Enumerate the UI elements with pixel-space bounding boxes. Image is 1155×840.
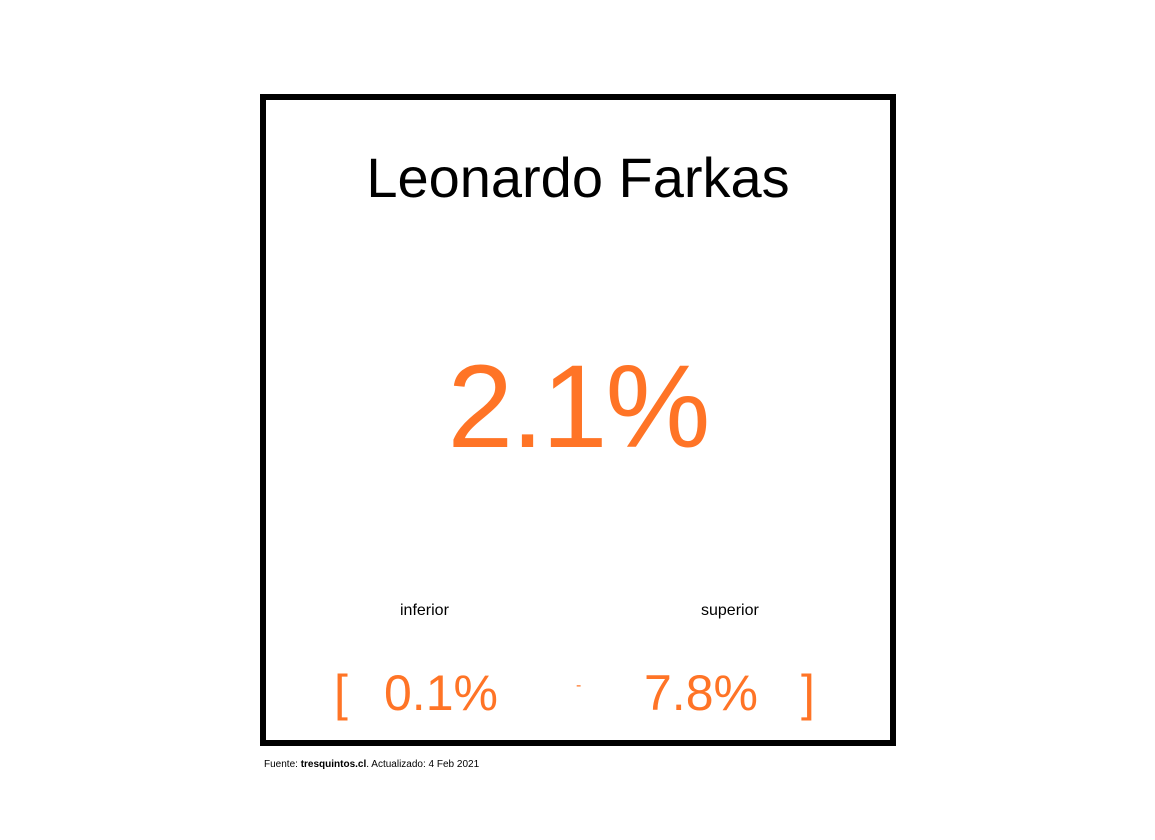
lower-bound-label: inferior	[400, 602, 449, 619]
upper-bound-value: 7.8%	[644, 665, 758, 721]
updated-text: . Actualizado: 4 Feb 2021	[366, 759, 480, 770]
source-label: Fuente:	[264, 759, 301, 770]
range-open-bracket: [	[334, 665, 348, 721]
main-estimate-value: 2.1%	[447, 341, 711, 473]
candidate-name: Leonardo Farkas	[366, 146, 790, 209]
estimate-card: Leonardo Farkas 2.1% inferior superior […	[260, 94, 896, 746]
range-separator: -	[576, 677, 582, 694]
source-footer: Fuente: tresquintos.cl. Actualizado: 4 F…	[264, 760, 479, 770]
lower-bound-value: 0.1%	[384, 665, 498, 721]
source-name: tresquintos.cl	[300, 759, 367, 770]
range-close-bracket: ]	[801, 665, 815, 721]
upper-bound-label: superior	[701, 602, 759, 619]
